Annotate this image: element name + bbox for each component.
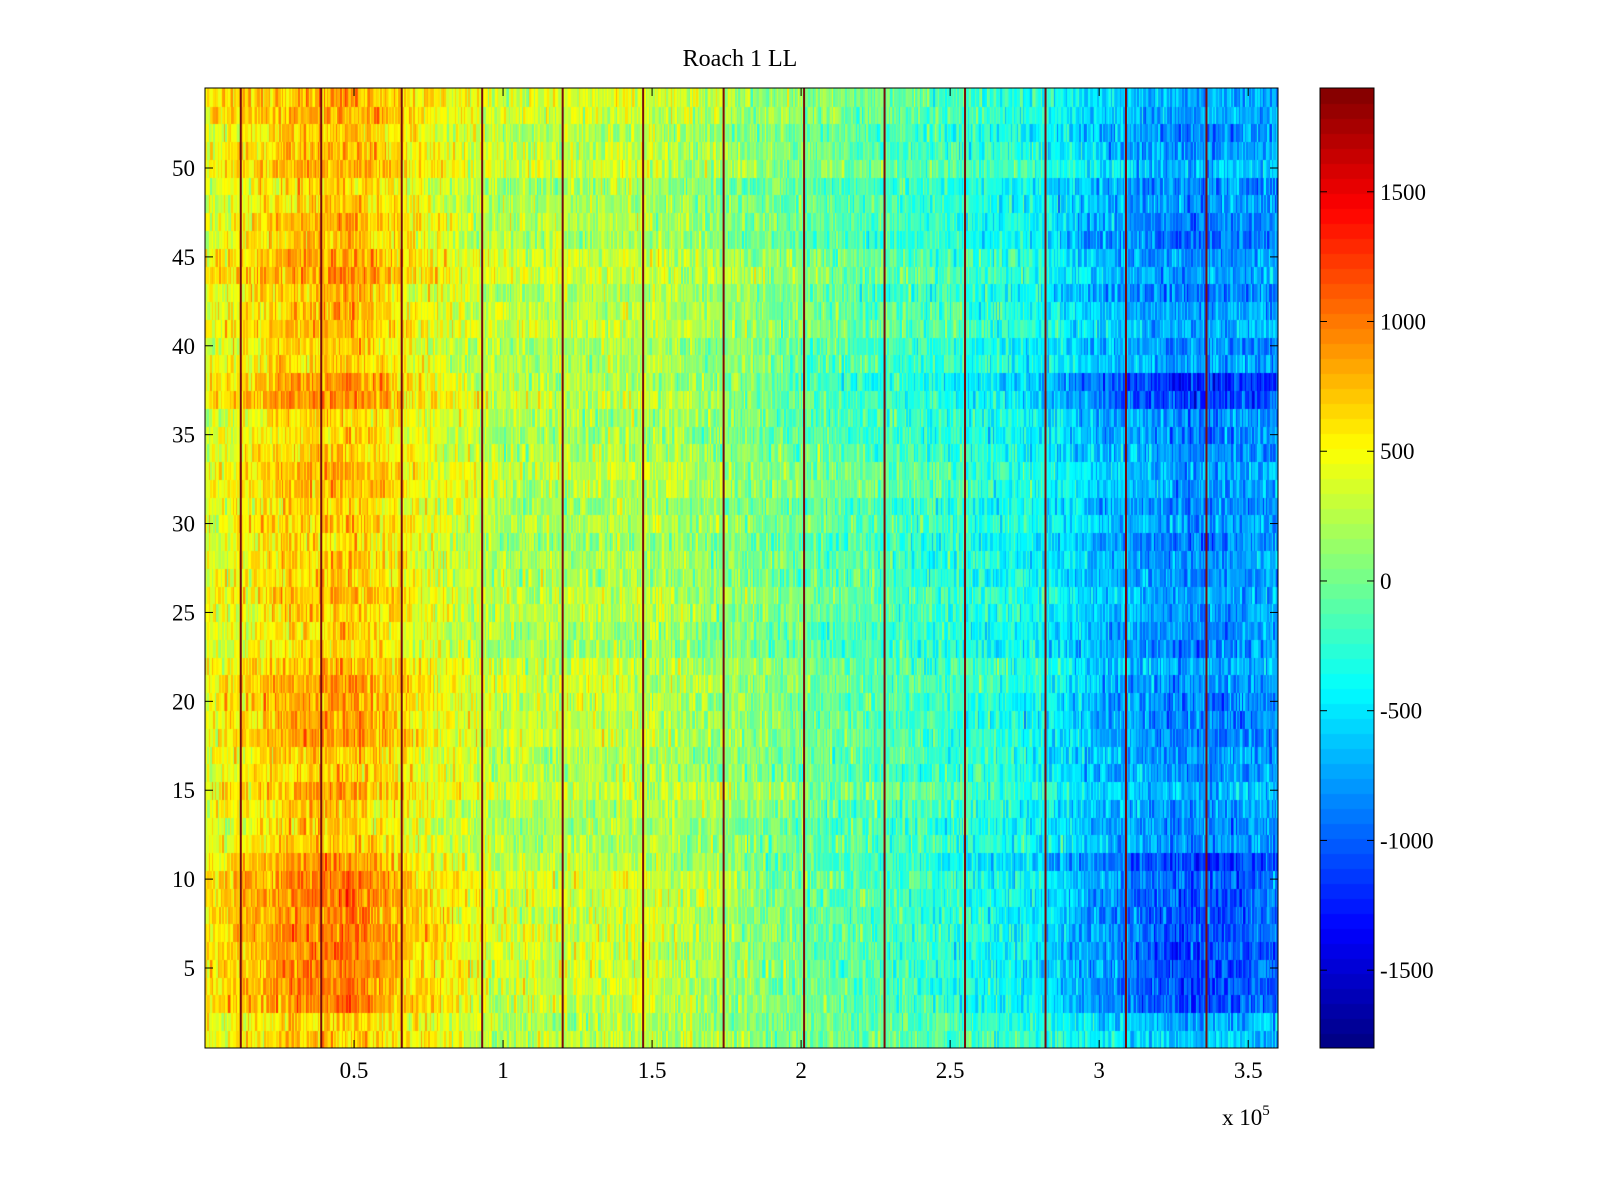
y-axis: 5 10 15 20 25 30 35 40 45 50 <box>172 156 1278 981</box>
colorbar-tick-label-5: -500 <box>1380 699 1422 724</box>
colorbar-axis: 1500 1000 500 0 -500 -1000 -1500 <box>1320 180 1434 983</box>
x-axis: 0.5 1 1.5 2 2.5 3 3.5 <box>340 88 1263 1083</box>
y-tick-label-8: 40 <box>172 334 195 359</box>
colorbar-gradient <box>1320 88 1374 1048</box>
y-tick-label-4: 20 <box>172 689 195 714</box>
x-tick-label-5: 2.5 <box>936 1058 965 1083</box>
colorbar-tick-label-2: 1000 <box>1380 310 1426 335</box>
colorbar-frame <box>1319 87 1375 1049</box>
chart-title: Roach 1 LL <box>683 46 798 72</box>
y-tick-label-10: 50 <box>172 156 195 181</box>
x-multiplier-exponent: 5 <box>1262 1103 1270 1119</box>
colorbar-tick-label-1: 1500 <box>1380 180 1426 205</box>
colorbar-tick-label-6: -1000 <box>1380 828 1434 853</box>
y-tick-label-2: 10 <box>172 867 195 892</box>
x-tick-label-1: 0.5 <box>340 1058 369 1083</box>
colorbar-tick-label-7: -1500 <box>1380 958 1434 983</box>
colorbar-tick-label-4: 0 <box>1380 569 1392 594</box>
y-tick-label-9: 45 <box>172 245 195 270</box>
x-tick-label-3: 1.5 <box>638 1058 667 1083</box>
x-tick-label-6: 3 <box>1093 1058 1105 1083</box>
plot-frame <box>204 87 1279 1049</box>
heatmap-image <box>205 88 1278 1048</box>
y-tick-label-3: 15 <box>172 778 195 803</box>
y-tick-label-1: 5 <box>184 956 196 981</box>
y-tick-label-7: 35 <box>172 423 195 448</box>
x-multiplier-base: x 10 <box>1222 1105 1262 1130</box>
x-axis-multiplier: x 105 <box>1222 1103 1270 1130</box>
x-tick-label-2: 1 <box>497 1058 509 1083</box>
x-tick-label-7: 3.5 <box>1234 1058 1263 1083</box>
colorbar-tick-label-3: 500 <box>1380 439 1415 464</box>
y-tick-label-5: 25 <box>172 600 195 625</box>
divider-lines <box>239 88 1208 1048</box>
x-tick-label-4: 2 <box>795 1058 807 1083</box>
y-tick-label-6: 30 <box>172 512 195 537</box>
